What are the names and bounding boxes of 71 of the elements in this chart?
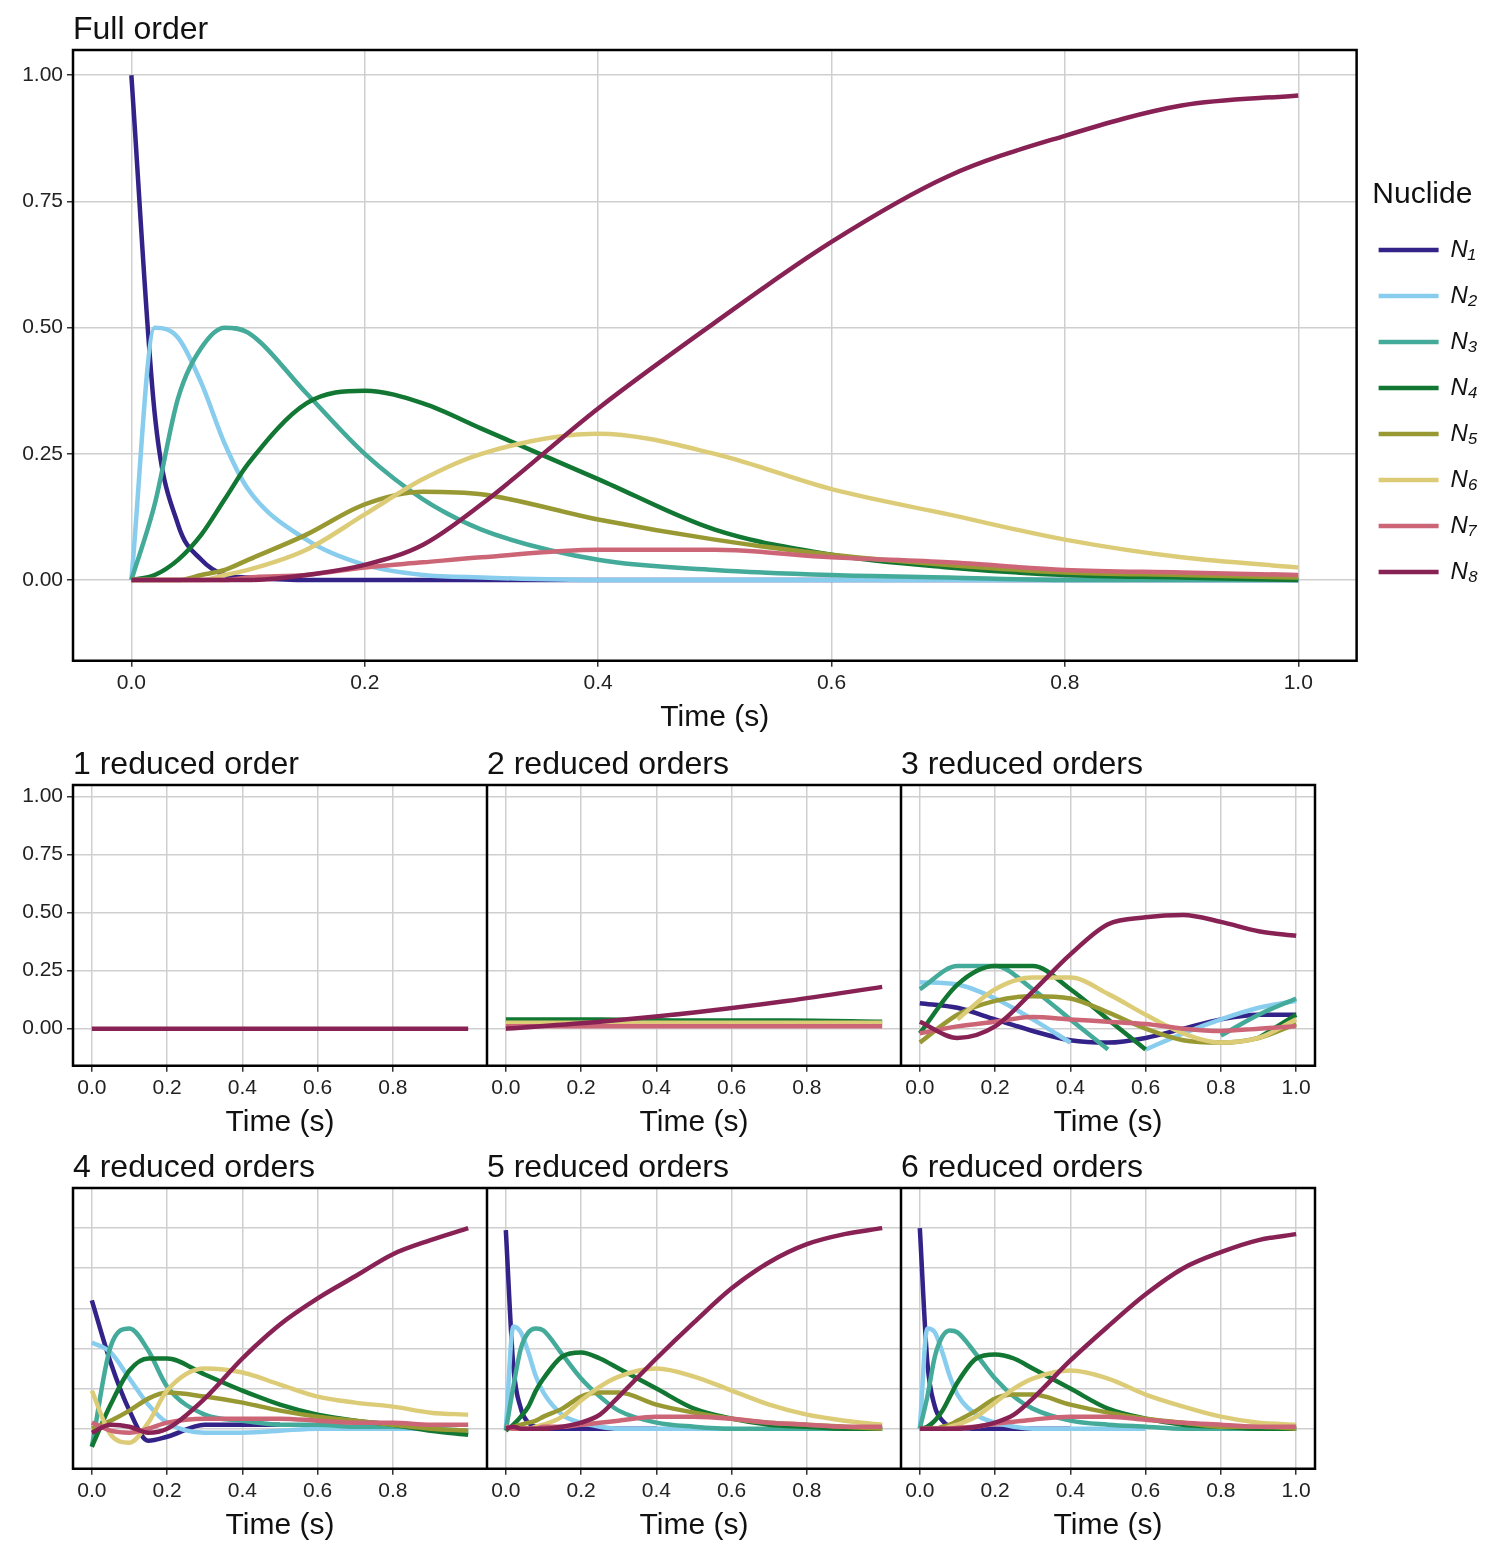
x-tick-label: 0.6 bbox=[816, 670, 847, 694]
x-tick-label: 0.0 bbox=[905, 1478, 935, 1502]
x-axis-title: Time (s) bbox=[1053, 1507, 1163, 1541]
x-tick-label: 0.8 bbox=[378, 1478, 408, 1502]
chart-title: 2 reduced orders bbox=[487, 744, 729, 781]
x-tick-label: 0.4 bbox=[1055, 1075, 1086, 1099]
x-tick-label: 0.6 bbox=[1131, 1075, 1161, 1099]
x-tick-label: 0.4 bbox=[641, 1478, 672, 1502]
y-tick-label: 0.50 bbox=[22, 314, 63, 338]
y-tick-label: 0.25 bbox=[22, 440, 63, 464]
legend-title: Nuclide bbox=[1372, 176, 1473, 210]
y-tick-label: 0.75 bbox=[22, 188, 63, 212]
y-tick-label: 0.00 bbox=[22, 1015, 63, 1039]
x-axis-title: Time (s) bbox=[1053, 1104, 1163, 1138]
y-tick-label: 0.50 bbox=[22, 899, 63, 923]
y-tick-label: 1.00 bbox=[22, 783, 63, 807]
x-tick-label: 0.6 bbox=[717, 1075, 747, 1099]
x-tick-label: 0.2 bbox=[566, 1075, 596, 1099]
x-tick-label: 0.4 bbox=[641, 1075, 672, 1099]
legend-label: N₇ bbox=[1450, 510, 1478, 538]
x-tick-label: 0.4 bbox=[1055, 1478, 1086, 1502]
x-tick-label: 0.0 bbox=[116, 670, 146, 694]
x-tick-label: 0.4 bbox=[583, 670, 614, 694]
chart-title: 1 reduced order bbox=[73, 744, 300, 781]
x-tick-label: 1.0 bbox=[1281, 1478, 1311, 1502]
x-tick-label: 0.2 bbox=[350, 670, 380, 694]
x-tick-label: 0.2 bbox=[980, 1478, 1010, 1502]
x-tick-label: 0.2 bbox=[980, 1075, 1010, 1099]
y-tick-label: 0.00 bbox=[22, 566, 63, 590]
x-tick-label: 0.0 bbox=[491, 1478, 521, 1502]
x-tick-label: 0.0 bbox=[905, 1075, 935, 1099]
x-tick-label: 0.6 bbox=[303, 1478, 333, 1502]
x-tick-label: 1.0 bbox=[1281, 1075, 1311, 1099]
chart-title: Full order bbox=[73, 9, 209, 46]
x-tick-label: 0.8 bbox=[378, 1075, 408, 1099]
x-tick-label: 1.0 bbox=[1283, 670, 1313, 694]
x-tick-label: 0.8 bbox=[1050, 670, 1080, 694]
x-tick-label: 0.6 bbox=[303, 1075, 333, 1099]
x-tick-label: 0.8 bbox=[792, 1075, 822, 1099]
x-tick-label: 0.8 bbox=[792, 1478, 822, 1502]
legend-label: N₄ bbox=[1450, 372, 1478, 400]
chart-title: 5 reduced orders bbox=[487, 1147, 729, 1184]
x-tick-label: 0.6 bbox=[717, 1478, 747, 1502]
y-tick-label: 1.00 bbox=[22, 62, 63, 86]
x-tick-label: 0.8 bbox=[1206, 1075, 1236, 1099]
x-axis-title: Time (s) bbox=[225, 1104, 335, 1138]
x-tick-label: 0.2 bbox=[152, 1075, 182, 1099]
legend-label: N₃ bbox=[1450, 326, 1478, 354]
legend-label: N₆ bbox=[1450, 464, 1478, 492]
chart-title: 4 reduced orders bbox=[73, 1147, 315, 1184]
chart-title: 6 reduced orders bbox=[901, 1147, 1143, 1184]
chart-title: 3 reduced orders bbox=[901, 744, 1143, 781]
x-tick-label: 0.0 bbox=[77, 1075, 107, 1099]
legend-label: N₈ bbox=[1450, 556, 1478, 584]
legend-label: N₁ bbox=[1450, 234, 1476, 262]
x-axis-title: Time (s) bbox=[639, 1507, 749, 1541]
x-tick-label: 0.2 bbox=[566, 1478, 596, 1502]
x-tick-label: 0.0 bbox=[77, 1478, 107, 1502]
x-tick-label: 0.6 bbox=[1131, 1478, 1161, 1502]
legend-label: N₂ bbox=[1450, 280, 1478, 308]
y-tick-label: 0.25 bbox=[22, 957, 63, 981]
x-tick-label: 0.2 bbox=[152, 1478, 182, 1502]
x-tick-label: 0.0 bbox=[491, 1075, 521, 1099]
x-tick-label: 0.4 bbox=[227, 1075, 258, 1099]
x-tick-label: 0.8 bbox=[1206, 1478, 1236, 1502]
x-axis-title: Time (s) bbox=[639, 1104, 749, 1138]
x-tick-label: 0.4 bbox=[227, 1478, 258, 1502]
x-axis-title: Time (s) bbox=[225, 1507, 335, 1541]
legend-label: N₅ bbox=[1450, 418, 1478, 446]
x-axis-title: Time (s) bbox=[660, 699, 770, 733]
y-tick-label: 0.75 bbox=[22, 841, 63, 865]
